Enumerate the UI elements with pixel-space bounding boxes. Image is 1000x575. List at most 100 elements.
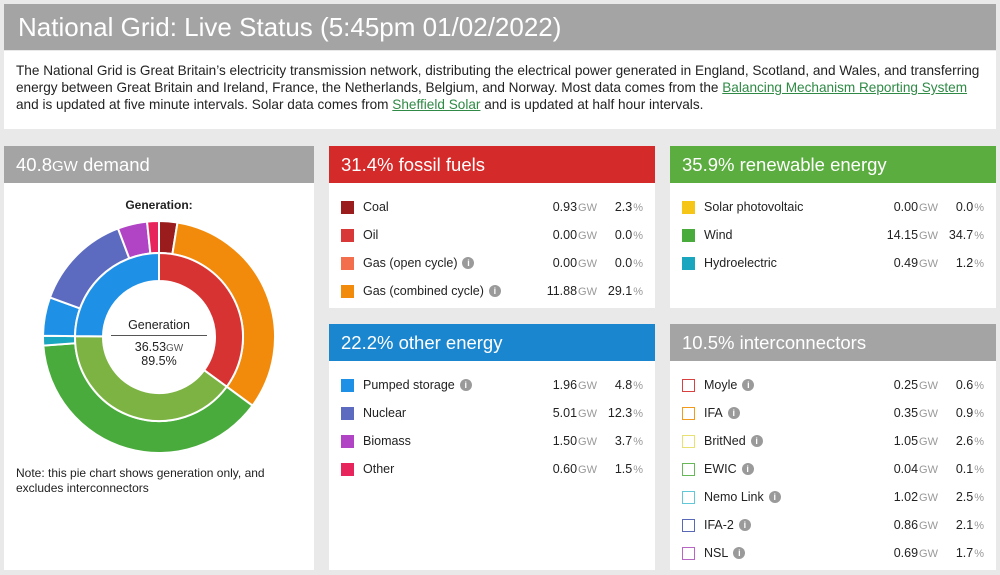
fossil-fuels-card: 31.4% fossil fuels Coal 0.93GW 2.3% Oil 0.00…	[329, 146, 655, 308]
pct-value: 0.0	[614, 228, 633, 242]
source-row: Nemo Link i 1.02GW 2.5%	[670, 483, 996, 511]
source-percent: 2.5%	[938, 490, 984, 504]
gw-value: 0.00	[893, 200, 919, 214]
source-label: Moyle i	[704, 378, 856, 392]
renewable-energy-list: Solar photovoltaic 0.00GW 0.0% Wind 14.15GW 3…	[670, 183, 996, 277]
gw-unit: GW	[919, 380, 938, 392]
interconnectors-header: 10.5% interconnectors	[670, 324, 996, 361]
fossil-fuels-list: Coal 0.93GW 2.3% Oil 0.00GW 0.0% Gas (open cyc…	[329, 183, 655, 305]
source-gw: 5.01GW	[515, 406, 597, 420]
source-row: Coal 0.93GW 2.3%	[329, 193, 655, 221]
color-swatch	[682, 200, 695, 214]
source-gw: 0.35GW	[856, 406, 938, 420]
info-icon[interactable]: i	[727, 407, 740, 419]
source-label: EWIC i	[704, 462, 856, 476]
source-gw: 1.50GW	[515, 434, 597, 448]
info-icon[interactable]: i	[750, 435, 763, 447]
source-name: Biomass	[363, 434, 411, 448]
gw-unit: GW	[919, 258, 938, 270]
source-percent: 1.7%	[938, 546, 984, 560]
source-percent: 2.6%	[938, 434, 984, 448]
source-name: Oil	[363, 228, 379, 242]
gw-unit: GW	[578, 408, 597, 420]
source-name: Gas (open cycle)	[363, 256, 458, 270]
donut-slice-outer	[42, 334, 77, 347]
gw-value: 0.35	[893, 406, 919, 420]
color-swatch	[341, 256, 354, 270]
source-row: Biomass 1.50GW 3.7%	[329, 427, 655, 455]
gw-unit: GW	[919, 464, 938, 476]
gw-unit: GW	[578, 258, 597, 270]
source-gw: 0.60GW	[515, 462, 597, 476]
source-row: Oil 0.00GW 0.0%	[329, 221, 655, 249]
demand-value: 40.8	[16, 154, 53, 175]
source-gw: 0.00GW	[856, 200, 938, 214]
chart-note: Note: this pie chart shows generation on…	[16, 466, 265, 495]
info-icon[interactable]: i	[462, 257, 475, 269]
gw-value: 0.86	[893, 518, 919, 532]
source-percent: 29.1%	[597, 284, 643, 298]
info-icon[interactable]: i	[733, 547, 746, 559]
color-swatch	[682, 406, 695, 420]
sheffield-solar-link[interactable]: Sheffield Solar	[392, 97, 481, 112]
info-icon[interactable]: i	[741, 463, 754, 475]
source-gw: 0.93GW	[515, 200, 597, 214]
color-swatch	[682, 518, 695, 532]
source-label: Gas (combined cycle) i	[363, 284, 515, 298]
gw-value: 14.15	[886, 228, 919, 242]
pct-unit: %	[633, 464, 643, 476]
info-icon[interactable]: i	[742, 379, 755, 391]
info-icon[interactable]: i	[459, 379, 472, 391]
pct-value: 2.5	[955, 490, 974, 504]
source-label: Nemo Link i	[704, 490, 856, 504]
source-row: Gas (open cycle) i 0.00GW 0.0%	[329, 249, 655, 277]
info-icon[interactable]: i	[768, 491, 781, 503]
source-name: Nemo Link	[704, 490, 764, 504]
renewable-energy-header: 35.9% renewable energy	[670, 146, 996, 183]
source-percent: 1.2%	[938, 256, 984, 270]
gw-value: 1.05	[893, 434, 919, 448]
source-gw: 0.00GW	[515, 256, 597, 270]
pct-unit: %	[974, 230, 984, 242]
pct-value: 1.2	[955, 256, 974, 270]
color-swatch	[682, 378, 695, 392]
source-name: IFA	[704, 406, 723, 420]
color-swatch	[682, 256, 695, 270]
source-row: BritNed i 1.05GW 2.6%	[670, 427, 996, 455]
renewable-energy-card: 35.9% renewable energy Solar photovoltai…	[670, 146, 996, 308]
color-swatch	[341, 462, 354, 476]
source-label: Biomass	[363, 434, 515, 448]
gw-unit: GW	[919, 548, 938, 560]
pct-unit: %	[974, 436, 984, 448]
info-icon[interactable]: i	[738, 519, 751, 531]
centre-unit: GW	[166, 343, 184, 354]
source-label: Oil	[363, 228, 515, 242]
pct-unit: %	[974, 380, 984, 392]
source-row: Moyle i 0.25GW 0.6%	[670, 371, 996, 399]
color-swatch	[341, 200, 354, 214]
gw-unit: GW	[919, 408, 938, 420]
color-swatch	[682, 228, 695, 242]
pct-unit: %	[633, 436, 643, 448]
gw-value: 0.25	[893, 378, 919, 392]
pct-unit: %	[974, 520, 984, 532]
info-icon[interactable]: i	[488, 285, 501, 297]
pct-unit: %	[633, 286, 643, 298]
intro-text: and is updated at half hour intervals.	[480, 97, 704, 112]
source-label: Gas (open cycle) i	[363, 256, 515, 270]
gw-value: 5.01	[552, 406, 578, 420]
source-name: NSL	[704, 546, 729, 560]
pct-value: 2.3	[614, 200, 633, 214]
pct-value: 2.6	[955, 434, 974, 448]
bmrs-link[interactable]: Balancing Mechanism Reporting System	[722, 80, 968, 95]
pct-value: 1.7	[955, 546, 974, 560]
source-label: Nuclear	[363, 406, 515, 420]
source-percent: 2.3%	[597, 200, 643, 214]
source-percent: 3.7%	[597, 434, 643, 448]
source-label: IFA-2 i	[704, 518, 856, 532]
gw-unit: GW	[919, 230, 938, 242]
source-name: Coal	[363, 200, 389, 214]
gw-unit: GW	[919, 492, 938, 504]
color-swatch	[682, 546, 695, 560]
pct-unit: %	[974, 464, 984, 476]
